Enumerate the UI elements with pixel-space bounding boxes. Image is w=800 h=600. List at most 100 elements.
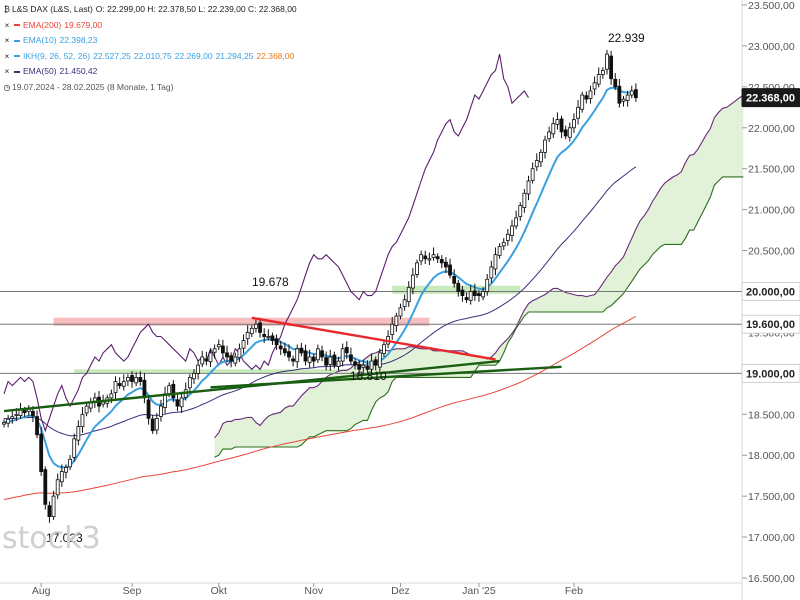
annotation-peak: 19.678 (252, 275, 289, 289)
candle-body (117, 383, 122, 387)
candle-body (179, 397, 184, 408)
remove-icon[interactable]: × (4, 51, 10, 61)
candle-body (307, 356, 312, 363)
candle-body (633, 89, 638, 99)
candle-body (415, 262, 419, 275)
x-tick-label: Jan '25 (462, 585, 496, 597)
ikh-value-5: 22.368,00 (256, 50, 295, 61)
ikh-value-3: 22.269,00 (174, 50, 213, 61)
y-tick-label: 21.000,00 (748, 205, 795, 217)
candle-body (134, 377, 139, 384)
remove-icon[interactable]: × (4, 20, 10, 30)
candle-body (522, 192, 527, 208)
candle-body (530, 168, 535, 181)
zones (53, 285, 521, 374)
price-tag-box (741, 363, 800, 383)
candle-body (6, 418, 11, 424)
candle-body (576, 106, 580, 119)
candle-body (625, 94, 630, 101)
ema50-swatch (14, 70, 20, 73)
ikh-value-2: 22.010,75 (133, 50, 172, 61)
candle-body (365, 366, 370, 370)
chart-legend: ₿ L&S DAX (L&S, Last) O: 22.299,00 H: 22… (2, 2, 297, 95)
candle-body (76, 426, 81, 441)
y-tick-label: 22.000,00 (748, 123, 795, 135)
candle-body (439, 259, 444, 264)
senkou-span-b (214, 176, 744, 458)
ema200-swatch (14, 24, 20, 27)
candle-body (2, 422, 6, 425)
price-tag-label: 22.368,00 (746, 93, 795, 105)
candle-body (349, 354, 353, 362)
candle-body (72, 438, 77, 458)
candle-body (629, 90, 634, 96)
candle-body (382, 344, 386, 354)
candle-body (320, 350, 324, 358)
candle-body (31, 410, 35, 417)
candle-body (596, 74, 601, 85)
candle-body (605, 53, 609, 70)
ema200-line (3, 315, 637, 500)
x-axis: Aug Sep Okt Nov Dez Jan '25 Feb (32, 583, 583, 597)
candle-body (584, 95, 589, 100)
ema50-value: 21.450,42 (59, 66, 98, 76)
y-tick-label: 18.000,00 (748, 450, 795, 462)
candle-body (452, 276, 457, 284)
remove-icon[interactable]: × (4, 67, 10, 76)
candle-body (154, 417, 159, 431)
candle-body (192, 372, 196, 380)
candle-body (551, 123, 556, 135)
candle-body (220, 345, 225, 354)
clock-icon: ◷ (3, 82, 11, 92)
candle-body (419, 254, 424, 262)
support-green-2-zone (392, 285, 521, 294)
candle-body (543, 139, 547, 153)
candle-body (171, 383, 176, 399)
x-tick-label: Sep (123, 585, 142, 597)
candle-body (212, 348, 217, 353)
candle-body (233, 356, 238, 364)
candle-body (580, 94, 585, 110)
candle-body (336, 360, 341, 367)
candle-body (204, 358, 209, 362)
candle-body (402, 299, 407, 307)
candle-body (113, 381, 118, 393)
trendlines (3, 316, 562, 413)
price-tag-box (741, 282, 800, 301)
candle-body (377, 352, 382, 368)
candle-body (282, 348, 287, 354)
legend-ema200: × EMA(200) 19.679,00 (2, 18, 297, 34)
ema50-line (3, 166, 637, 437)
candle-body (369, 360, 374, 370)
candle-body (357, 364, 362, 370)
candle-body (435, 256, 440, 260)
candle-body (167, 385, 172, 395)
legend-ema10: × EMA(10) 22.398,23 (2, 33, 297, 49)
legend-instrument: ₿ L&S DAX (L&S, Last) O: 22.299,00 H: 22… (2, 2, 297, 18)
candle-body (489, 266, 494, 279)
candle-body (456, 282, 461, 292)
remove-icon[interactable]: × (4, 36, 10, 45)
candle-body (22, 409, 27, 414)
candle-body (130, 375, 134, 382)
candle-body (588, 90, 593, 99)
candle-body (159, 405, 163, 417)
candle-body (278, 345, 283, 350)
candle-body (39, 433, 44, 472)
candle-body (613, 78, 618, 88)
candle-body (572, 119, 576, 129)
candles (2, 49, 638, 523)
candle-body (518, 205, 523, 217)
price-tag-label: 20.000,00 (746, 287, 795, 299)
candle-body (510, 225, 514, 236)
x-tick-label: Feb (565, 585, 583, 597)
candle-body (18, 409, 23, 416)
candle-body (229, 355, 234, 362)
ema10-swatch (14, 39, 20, 42)
candle-body (291, 358, 296, 362)
candle-body (621, 98, 626, 102)
legend-period: ◷ 19.07.2024 - 28.02.2025 (8 Monate, 1 T… (2, 80, 297, 96)
candle-body (237, 348, 242, 359)
candle-body (505, 233, 510, 241)
